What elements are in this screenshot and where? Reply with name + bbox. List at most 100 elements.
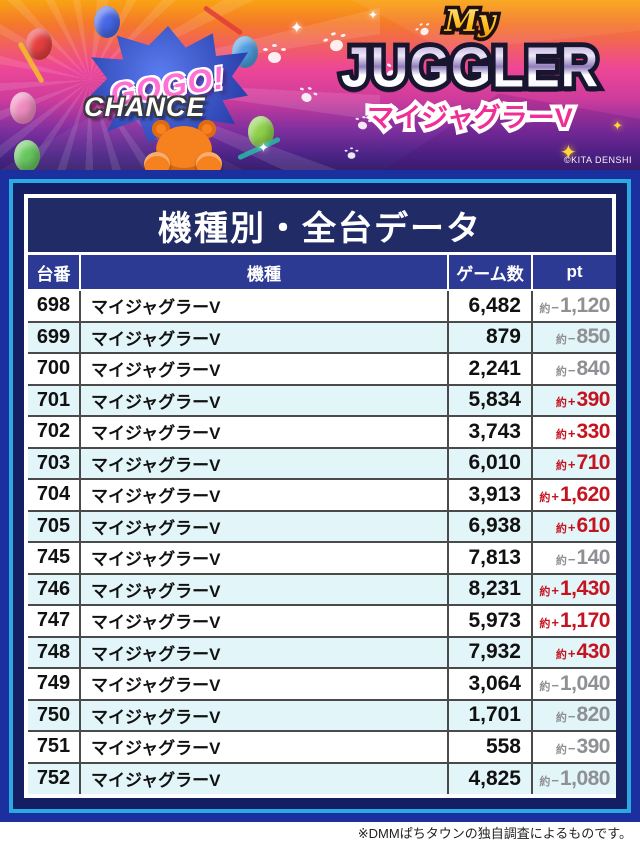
- machine-model: マイジャグラーV: [79, 383, 449, 417]
- game-count: 8,231: [447, 572, 533, 606]
- pt-sign: −: [567, 331, 576, 347]
- game-count: 3,064: [447, 667, 533, 701]
- machine-model: マイジャグラーV: [79, 509, 449, 543]
- approx-prefix: 約: [539, 775, 551, 788]
- pt-value: 約 − 850: [533, 325, 611, 349]
- pt-value: 約 + 710: [533, 451, 611, 475]
- pt-sign: −: [551, 772, 559, 788]
- logo-model-name-text: マイジャグラーV マイジャグラーV: [363, 99, 577, 137]
- tiger-paw: [144, 152, 170, 170]
- tiger-paw: [196, 152, 222, 170]
- pt-value: 約 + 1,170: [533, 609, 610, 633]
- pt-cell: 約 + 710: [531, 446, 616, 480]
- pt-cell: 約 + 1,430: [531, 572, 616, 606]
- machine-number: 699: [28, 320, 81, 354]
- panel-title: 機種別・全台データ: [28, 198, 612, 255]
- pt-value: 約 − 1,120: [533, 294, 610, 318]
- machine-number: 749: [28, 667, 81, 701]
- pt-value: 約 + 1,430: [533, 577, 610, 601]
- pt-cell: 約 − 1,120: [531, 289, 616, 323]
- pt-number: 710: [576, 451, 610, 475]
- footnote-text: ※DMMぱちタウンの独自調査によるものです。: [357, 826, 632, 841]
- machine-model: マイジャグラーV: [79, 698, 449, 732]
- pt-cell: 約 − 820: [531, 698, 616, 732]
- table-row: 703 マイジャグラーV 6,010 約 + 710: [28, 446, 616, 480]
- pt-number: 1,040: [559, 671, 611, 695]
- balloon-icon: [10, 92, 36, 124]
- table-row: 752 マイジャグラーV 4,825 約 − 1,080: [28, 761, 616, 794]
- table-row: 750 マイジャグラーV 1,701 約 − 820: [28, 698, 616, 732]
- game-count: 5,834: [447, 383, 533, 417]
- machine-number: 747: [28, 604, 81, 638]
- pt-cell: 約 + 610: [531, 509, 616, 543]
- pt-cell: 約 − 1,080: [531, 761, 616, 794]
- chance-text: CHANCE: [84, 92, 206, 122]
- approx-prefix: 約: [539, 302, 551, 315]
- pt-cell: 約 + 1,170: [531, 604, 616, 638]
- data-panel: 機種別・全台データ 台番 機種 ゲーム数 pt 698 マイジャグ: [24, 194, 616, 798]
- pt-number: 850: [576, 325, 610, 349]
- approx-prefix: 約: [555, 743, 567, 756]
- approx-prefix: 約: [555, 460, 567, 473]
- pt-sign: +: [567, 646, 576, 662]
- table-row: 701 マイジャグラーV 5,834 約 + 390: [28, 383, 616, 417]
- approx-prefix: 約: [555, 712, 567, 725]
- machine-model: マイジャグラーV: [79, 478, 449, 512]
- pt-value: 約 + 390: [533, 388, 611, 412]
- game-count: 7,932: [447, 635, 533, 669]
- pt-sign: −: [567, 551, 576, 567]
- pt-number: 430: [576, 640, 610, 664]
- machine-number: 702: [28, 415, 81, 449]
- balloon-icon: [94, 6, 120, 38]
- table-row: 698 マイジャグラーV 6,482 約 − 1,120: [28, 289, 616, 323]
- pt-sign: +: [567, 457, 576, 473]
- table-header-row: 台番 機種 ゲーム数 pt: [28, 255, 616, 291]
- my-juggler-logo: My My JUGGLER JUGGLER マイジャグラーV マイジャグラーV: [314, 2, 626, 137]
- pt-cell: 約 − 1,040: [531, 667, 616, 701]
- pt-cell: 約 + 430: [531, 635, 616, 669]
- machine-number: 701: [28, 383, 81, 417]
- pt-number: 1,170: [559, 608, 611, 632]
- machine-model: マイジャグラーV: [79, 761, 449, 794]
- pt-cell: 約 + 390: [531, 383, 616, 417]
- approx-prefix: 約: [539, 586, 551, 599]
- pt-value: 約 + 330: [533, 419, 611, 444]
- machine-model: マイジャグラーV: [79, 415, 449, 449]
- machine-model: マイジャグラーV: [79, 667, 449, 701]
- approx-prefix: 約: [555, 428, 567, 441]
- game-count: 1,701: [447, 698, 533, 732]
- pt-sign: −: [567, 709, 576, 725]
- pt-sign: +: [567, 520, 576, 536]
- machine-model: マイジャグラーV: [79, 541, 449, 575]
- pt-cell: 約 + 330: [531, 415, 616, 449]
- pt-value: 約 − 820: [533, 703, 611, 727]
- sparkle-icon: ✦: [612, 118, 623, 133]
- table-row: 747 マイジャグラーV 5,973 約 + 1,170: [28, 604, 616, 638]
- tiger-mascot-icon: [144, 120, 222, 170]
- pt-value: 約 − 140: [533, 546, 611, 570]
- pt-sign: −: [551, 299, 559, 315]
- pt-number: 1,620: [559, 482, 611, 506]
- sparkle-icon: ✦: [560, 142, 577, 164]
- pt-sign: +: [567, 425, 576, 441]
- game-count: 3,913: [447, 478, 533, 512]
- logo-juggler-text: JUGGLER JUGGLER: [314, 33, 626, 103]
- approx-prefix: 約: [555, 334, 567, 347]
- pt-number: 330: [576, 419, 610, 443]
- machine-number: 698: [28, 289, 81, 323]
- approx-prefix: 約: [539, 491, 551, 504]
- pt-cell: 約 − 850: [531, 320, 616, 354]
- game-count: 879: [447, 320, 533, 354]
- pt-cell: 約 − 140: [531, 541, 616, 575]
- machine-number: 746: [28, 572, 81, 606]
- pt-sign: −: [567, 740, 576, 756]
- table-row: 699 マイジャグラーV 879 約 − 850: [28, 320, 616, 354]
- machine-data-table: 台番 機種 ゲーム数 pt 698 マイジャグラーV 6,482 約 − 1,1…: [28, 255, 616, 794]
- machine-model: マイジャグラーV: [79, 635, 449, 669]
- machine-model: マイジャグラーV: [79, 446, 449, 480]
- pt-value: 約 − 1,080: [533, 767, 610, 791]
- pt-cell: 約 + 1,620: [531, 478, 616, 512]
- pt-cell: 約 − 840: [531, 352, 616, 386]
- table-row: 748 マイジャグラーV 7,932 約 + 430: [28, 635, 616, 669]
